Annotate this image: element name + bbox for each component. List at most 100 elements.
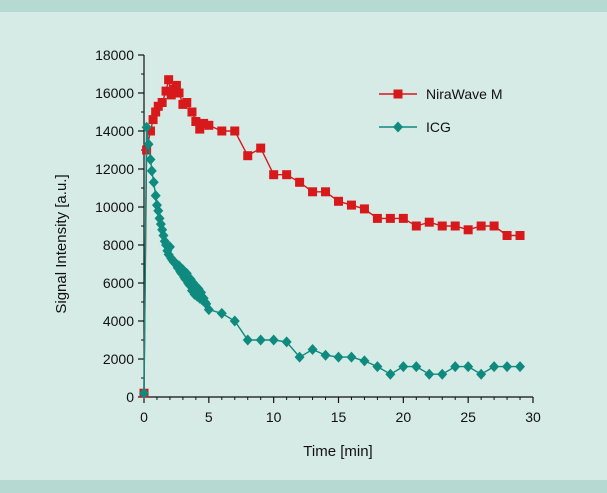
y-tick-label: 18000 [95, 47, 134, 63]
y-tick-label: 2000 [103, 351, 134, 367]
data-point [398, 361, 409, 373]
y-tick-label: 10000 [95, 199, 134, 215]
data-point [385, 368, 396, 380]
data-point [150, 190, 161, 202]
data-point [372, 213, 382, 223]
data-point [437, 368, 448, 380]
data-point [308, 187, 318, 197]
data-point [333, 351, 344, 363]
x-tick-label: 5 [205, 409, 213, 425]
data-point [346, 351, 357, 363]
x-tick-label: 15 [331, 409, 347, 425]
y-tick-label: 8000 [103, 237, 134, 253]
data-point [359, 204, 369, 214]
data-point [164, 241, 175, 253]
y-tick-label: 6000 [103, 275, 134, 291]
data-point [187, 107, 197, 117]
data-point [502, 361, 513, 373]
x-tick-label: 0 [140, 409, 148, 425]
data-point [398, 213, 408, 223]
legend-label: NiraWave M [426, 86, 503, 102]
data-point [502, 231, 512, 240]
data-point [411, 221, 421, 231]
data-point [515, 231, 525, 240]
data-point [385, 213, 395, 223]
y-tick-label: 4000 [103, 313, 134, 329]
data-point [217, 126, 227, 136]
x-tick-label: 20 [396, 409, 412, 425]
bottom-band [0, 480, 607, 493]
data-point [153, 205, 164, 217]
series-nirawave-m [139, 75, 525, 398]
data-point [424, 217, 434, 227]
data-point [321, 187, 331, 197]
data-point [489, 361, 500, 373]
data-point [282, 170, 292, 180]
data-point [450, 221, 460, 231]
data-point [148, 176, 159, 188]
data-point [359, 355, 370, 367]
data-point [242, 334, 253, 346]
legend-marker [393, 121, 403, 133]
data-point [476, 221, 486, 231]
data-point [269, 170, 279, 180]
data-point [195, 124, 205, 134]
data-point [182, 98, 192, 107]
y-axis-title: Signal Intensity [a.u.] [53, 174, 70, 313]
data-point [256, 143, 266, 153]
data-point [489, 221, 499, 231]
y-tick-label: 0 [126, 389, 134, 405]
legend-label: ICG [426, 119, 451, 135]
data-point [191, 117, 201, 126]
y-tick-label: 12000 [95, 161, 134, 177]
legend-marker [393, 89, 403, 99]
series-line [143, 127, 520, 394]
data-point [476, 368, 487, 380]
y-tick-label: 14000 [95, 123, 134, 139]
data-point [411, 361, 422, 373]
data-point [204, 120, 214, 130]
legend: NiraWave M ICG [379, 86, 503, 135]
data-point [268, 334, 279, 346]
data-point [463, 225, 473, 235]
data-point [141, 121, 152, 133]
data-point [307, 344, 318, 355]
data-point [450, 361, 461, 373]
data-point [229, 315, 240, 327]
x-tick-label: 30 [525, 409, 541, 425]
data-point [171, 80, 181, 90]
data-point [145, 126, 155, 136]
data-point [230, 126, 240, 136]
x-tick-label: 10 [266, 409, 282, 425]
data-point [174, 88, 184, 98]
data-point [139, 387, 149, 399]
data-point [255, 334, 266, 346]
data-point [320, 349, 331, 361]
data-point [346, 200, 356, 210]
data-point [294, 351, 305, 363]
data-point [199, 118, 209, 128]
data-point [334, 196, 343, 206]
data-point [463, 361, 474, 373]
data-point [143, 138, 154, 150]
x-axis-title: Time [min] [303, 443, 372, 460]
data-point [281, 336, 292, 348]
series-layer [139, 75, 526, 399]
x-tick-label: 25 [460, 409, 476, 425]
series-icg [139, 121, 526, 399]
data-point [157, 98, 167, 107]
data-point [146, 165, 157, 177]
data-point [166, 90, 176, 100]
data-point [437, 221, 447, 231]
data-point [372, 361, 383, 373]
data-point [203, 304, 214, 316]
data-point [151, 107, 161, 117]
data-point [515, 361, 526, 373]
data-point [164, 75, 174, 85]
data-point [216, 307, 227, 319]
data-point [424, 368, 435, 380]
data-point [295, 177, 305, 187]
y-tick-label: 16000 [95, 85, 134, 101]
